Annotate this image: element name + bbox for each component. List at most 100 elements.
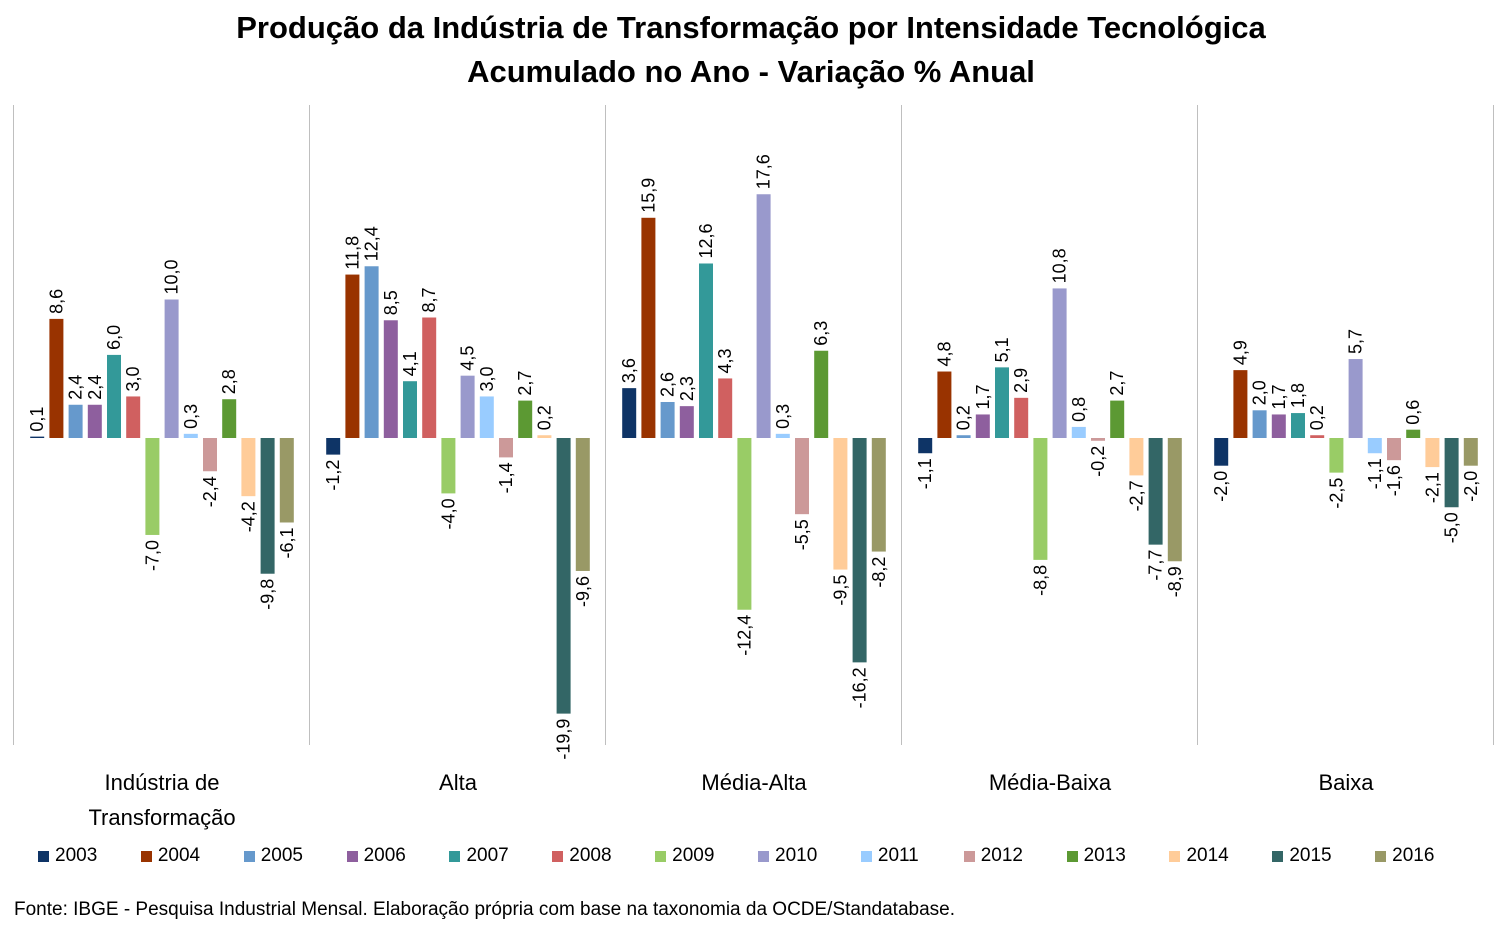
data-label: 1,7	[1269, 384, 1289, 409]
legend-label: 2005	[260, 845, 303, 866]
data-label: 3,0	[123, 366, 143, 391]
bar-2015	[1444, 438, 1459, 508]
category-label: Média-Alta	[701, 770, 807, 795]
bar-2008	[126, 396, 141, 438]
bar-2003	[1214, 438, 1229, 466]
legend-label: 2008	[569, 845, 612, 866]
data-label: -2,4	[200, 476, 220, 507]
legend-item-2013: 2013	[1066, 845, 1170, 867]
bar-2012	[203, 438, 217, 472]
data-label: -1,1	[915, 458, 935, 489]
bar-2015	[852, 438, 867, 663]
data-label: 0,2	[534, 405, 554, 430]
data-label: 17,6	[754, 154, 774, 189]
data-label: -5,0	[1442, 512, 1462, 543]
legend-swatch	[243, 850, 255, 862]
bar-2016	[575, 438, 590, 571]
data-label: -2,7	[1126, 480, 1146, 511]
bar-2013	[814, 350, 829, 438]
bar-2011	[775, 433, 790, 438]
bar-2007	[1291, 413, 1305, 438]
bar-2013	[518, 400, 533, 438]
bar-2011	[183, 433, 198, 438]
legend-swatch	[1066, 850, 1078, 862]
data-label: -8,2	[869, 557, 889, 588]
bar-2005	[660, 401, 675, 438]
legend-swatch	[38, 850, 49, 862]
bar-2006	[87, 404, 102, 438]
bar-2016	[279, 438, 294, 523]
bar-2011	[479, 396, 494, 438]
data-label: 0,3	[181, 404, 201, 429]
legend-swatch	[758, 850, 770, 862]
bar-2010	[164, 299, 179, 438]
data-label: 3,6	[619, 358, 639, 383]
legend-label: 2015	[1289, 845, 1332, 866]
data-label: -6,1	[277, 527, 297, 558]
legend-swatch	[963, 850, 975, 862]
data-label: -9,6	[573, 576, 593, 607]
legend-item-2012: 2012	[963, 845, 1067, 867]
bar-2008	[1014, 397, 1029, 438]
bar-2008	[1310, 435, 1325, 438]
data-label: 10,0	[162, 259, 182, 294]
legend-item-2014: 2014	[1169, 845, 1272, 867]
data-label: 2,6	[658, 372, 678, 397]
data-label: -4,0	[438, 498, 458, 529]
bar-2010	[1348, 359, 1363, 438]
bar-2004	[49, 318, 64, 438]
data-label: -0,2	[1088, 446, 1108, 477]
legend-item-2010: 2010	[758, 845, 861, 867]
bar-2005	[1252, 410, 1267, 438]
data-label: 0,8	[1069, 397, 1089, 422]
data-label: -16,2	[850, 667, 870, 708]
bar-2011	[1071, 426, 1086, 438]
bar-2004	[641, 217, 656, 438]
chart-subtitle: Acumulado no Ano - Variação % Anual	[467, 54, 1035, 89]
legend-swatch	[1375, 850, 1387, 862]
bar-2006	[975, 414, 990, 438]
legend-swatch	[346, 850, 358, 862]
bar-2007	[995, 367, 1009, 438]
bar-2008	[422, 317, 437, 438]
data-label: 2,4	[66, 375, 86, 400]
data-label: 0,6	[1403, 400, 1423, 425]
data-label: 5,7	[1346, 329, 1366, 354]
data-label: 5,1	[992, 337, 1012, 362]
data-label: 4,5	[458, 346, 478, 371]
bar-2003	[622, 388, 637, 438]
bar-2013	[1406, 429, 1421, 438]
data-label: -7,7	[1146, 550, 1166, 581]
data-label: 4,9	[1230, 340, 1250, 365]
data-label: -7,0	[142, 540, 162, 571]
bar-2006	[1271, 414, 1286, 438]
bar-2012	[795, 438, 809, 515]
bar-2015	[556, 438, 571, 714]
bar-2014	[1129, 438, 1144, 476]
bar-2014	[537, 435, 552, 438]
legend-item-2006: 2006	[346, 845, 450, 867]
legend-swatch	[860, 850, 872, 862]
data-label: 0,2	[954, 405, 974, 430]
bar-2009	[1033, 438, 1048, 560]
bar-2007	[699, 263, 713, 438]
legend-item-2003: 2003	[38, 845, 141, 867]
bar-2016	[1167, 438, 1182, 562]
bar-2010	[1052, 288, 1067, 438]
legend-item-2011: 2011	[860, 845, 964, 867]
legend-swatch	[1272, 850, 1284, 862]
bar-2007	[107, 354, 121, 438]
data-label: -9,5	[830, 575, 850, 606]
data-label: 2,7	[1107, 371, 1127, 396]
bar-2015	[260, 438, 275, 574]
data-label: 8,5	[381, 290, 401, 315]
bar-2005	[364, 266, 379, 438]
legend-swatch	[449, 850, 461, 862]
data-label: -2,5	[1326, 478, 1346, 509]
data-label: 1,7	[973, 384, 993, 409]
data-label: -19,9	[554, 719, 574, 760]
bar-2014	[1425, 438, 1440, 468]
bar-2010	[756, 194, 771, 438]
legend-label: 2016	[1392, 845, 1435, 866]
bar-2012	[1387, 438, 1401, 461]
